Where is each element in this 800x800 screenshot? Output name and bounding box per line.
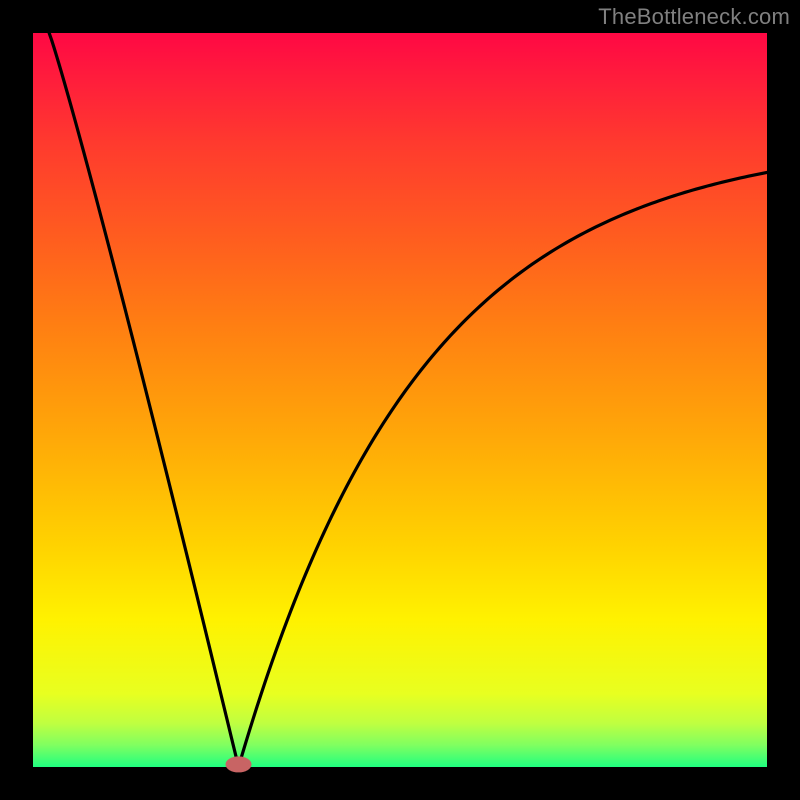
- chart-container: TheBottleneck.com: [0, 0, 800, 800]
- bottleneck-chart: [0, 0, 800, 800]
- watermark-label: TheBottleneck.com: [598, 4, 790, 30]
- optimum-marker: [226, 756, 252, 772]
